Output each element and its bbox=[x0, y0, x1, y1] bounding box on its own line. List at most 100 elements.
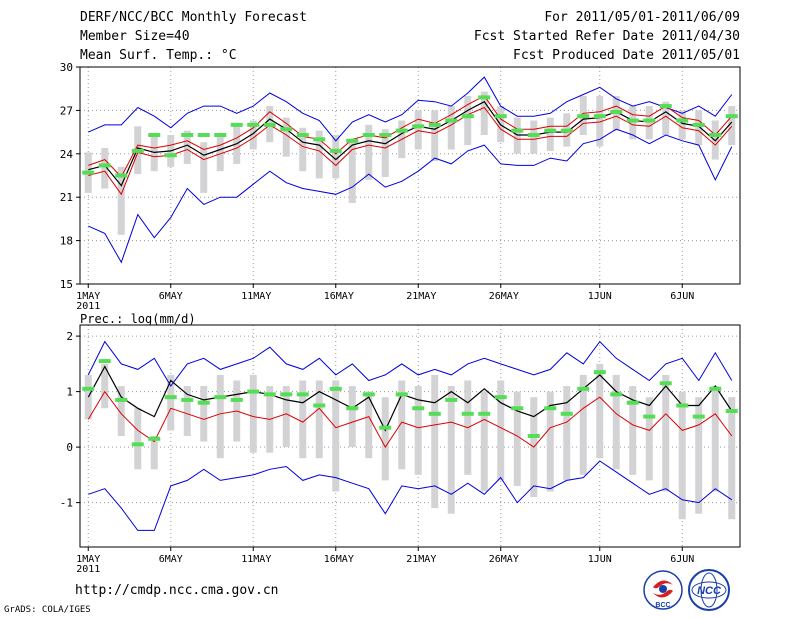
temp-frame bbox=[79, 66, 741, 285]
temp-spread-box bbox=[249, 120, 257, 150]
temp-marker bbox=[379, 132, 392, 137]
ncc-logo-text: NCC bbox=[697, 585, 722, 597]
member-size-label: Member Size=40 bbox=[80, 29, 190, 44]
temp-spread-box bbox=[480, 91, 488, 135]
prec-marker bbox=[676, 403, 689, 408]
prec-xtick-label: 1JUN bbox=[588, 554, 612, 565]
prec-marker bbox=[445, 397, 458, 402]
prec-xtick-label: 21MAY bbox=[406, 554, 436, 565]
temp-line-upper-envelope bbox=[88, 76, 733, 142]
bcc-logo-icon: BCC bbox=[643, 570, 683, 610]
prec-spread-box bbox=[167, 374, 175, 431]
temp-marker bbox=[445, 118, 458, 123]
temp-marker bbox=[428, 122, 441, 127]
temp-spread-box bbox=[728, 106, 736, 146]
prec-marker bbox=[659, 381, 672, 386]
temp-xtick-label: 16MAY bbox=[324, 291, 354, 302]
prec-spread-box bbox=[678, 391, 686, 520]
prec-spread-box bbox=[546, 391, 554, 492]
prec-spread-box bbox=[365, 391, 373, 459]
temp-marker bbox=[610, 109, 623, 114]
prec-marker bbox=[214, 395, 227, 400]
prec-spread-box bbox=[117, 386, 125, 436]
temp-spread-box bbox=[315, 130, 323, 179]
temp-marker bbox=[577, 114, 590, 119]
prec-xtick-label: 6MAY bbox=[159, 554, 183, 565]
prec-marker bbox=[412, 406, 425, 411]
precip-label: Prec.: log(mm/d) bbox=[80, 312, 196, 326]
prec-ytick-label: 2 bbox=[66, 330, 73, 343]
prec-marker bbox=[725, 409, 738, 414]
temp-spread-box bbox=[447, 106, 455, 150]
temp-marker bbox=[395, 128, 408, 133]
temp-line-lower-line bbox=[88, 106, 733, 196]
temp-marker bbox=[659, 104, 672, 109]
prec-spread-box bbox=[282, 386, 290, 448]
temp-xtick-label: 1MAY bbox=[76, 291, 100, 302]
prec-marker bbox=[494, 395, 507, 400]
temp-marker bbox=[197, 132, 210, 137]
temp-xtick-label: 21MAY bbox=[406, 291, 436, 302]
temp-marker bbox=[643, 118, 656, 123]
temp-xtick-label: 26MAY bbox=[489, 291, 519, 302]
temp-marker bbox=[346, 138, 359, 143]
temp-marker bbox=[626, 118, 639, 123]
prec-spread-box bbox=[711, 386, 719, 492]
temperature-panel: 15 18 21 24 27 30 1MAY 6MAY 11MAY 16MAY 21MAY 26MAY… bbox=[60, 61, 741, 312]
temp-marker bbox=[131, 148, 144, 153]
temp-marker bbox=[709, 132, 722, 137]
prec-marker bbox=[692, 414, 705, 419]
prec-xtick-label: 11MAY bbox=[241, 554, 271, 565]
temp-marker bbox=[164, 153, 177, 158]
temp-marker bbox=[82, 170, 95, 175]
prec-marker bbox=[560, 411, 573, 416]
prec-marker bbox=[428, 411, 441, 416]
temp-marker bbox=[148, 132, 161, 137]
prec-ytick-label: 0 bbox=[66, 441, 73, 454]
temp-spread-box bbox=[200, 142, 208, 193]
prec-spread-box bbox=[183, 386, 191, 436]
prec-spread-box bbox=[348, 386, 356, 448]
prec-marker bbox=[709, 386, 722, 391]
temp-spread-box bbox=[596, 95, 604, 147]
temp-marker bbox=[412, 124, 425, 129]
temp-spread-box bbox=[695, 110, 703, 146]
temp-spread-box bbox=[183, 130, 191, 164]
prec-line-ensemble-mean bbox=[87, 365, 733, 432]
temp-spread-box bbox=[662, 101, 670, 135]
temp-spread-box bbox=[513, 117, 521, 154]
temp-marker bbox=[115, 173, 128, 178]
prec-marker bbox=[280, 392, 293, 397]
footer-url[interactable]: http://cmdp.ncc.cma.gov.cn bbox=[75, 583, 279, 598]
temp-marker bbox=[296, 132, 309, 137]
variable-label: Mean Surf. Temp.: °C bbox=[80, 48, 237, 63]
temp-spread-box bbox=[678, 110, 686, 140]
prec-spread-box bbox=[84, 374, 92, 420]
temp-spread-box bbox=[101, 148, 109, 189]
prec-spread-box bbox=[695, 397, 703, 514]
prec-spread-box bbox=[398, 380, 406, 470]
prec-xtick-label: 26MAY bbox=[489, 554, 519, 565]
temp-spread-box bbox=[117, 166, 125, 235]
prec-spread-box bbox=[134, 408, 142, 470]
temp-marker bbox=[560, 128, 573, 133]
temp-marker bbox=[263, 122, 276, 127]
prec-marker bbox=[461, 411, 474, 416]
temp-ytick-label: 24 bbox=[60, 148, 74, 161]
temp-marker bbox=[313, 137, 326, 142]
temp-spread-box bbox=[464, 95, 472, 146]
forecast-range-label: For 2011/05/01-2011/06/09 bbox=[544, 10, 740, 25]
prec-spread-box bbox=[629, 386, 637, 475]
temp-ytick-label: 15 bbox=[60, 278, 73, 291]
prec-marker bbox=[527, 434, 540, 438]
prec-spread-box bbox=[249, 374, 257, 453]
bcc-logo-text: BCC bbox=[655, 602, 670, 609]
temp-spread-box bbox=[645, 106, 653, 140]
prec-marker bbox=[362, 392, 375, 397]
temp-ytick-label: 30 bbox=[60, 61, 73, 74]
prec-spread-box bbox=[299, 380, 307, 459]
temp-marker bbox=[593, 114, 606, 119]
prec-xtick-label: 6JUN bbox=[670, 554, 694, 565]
